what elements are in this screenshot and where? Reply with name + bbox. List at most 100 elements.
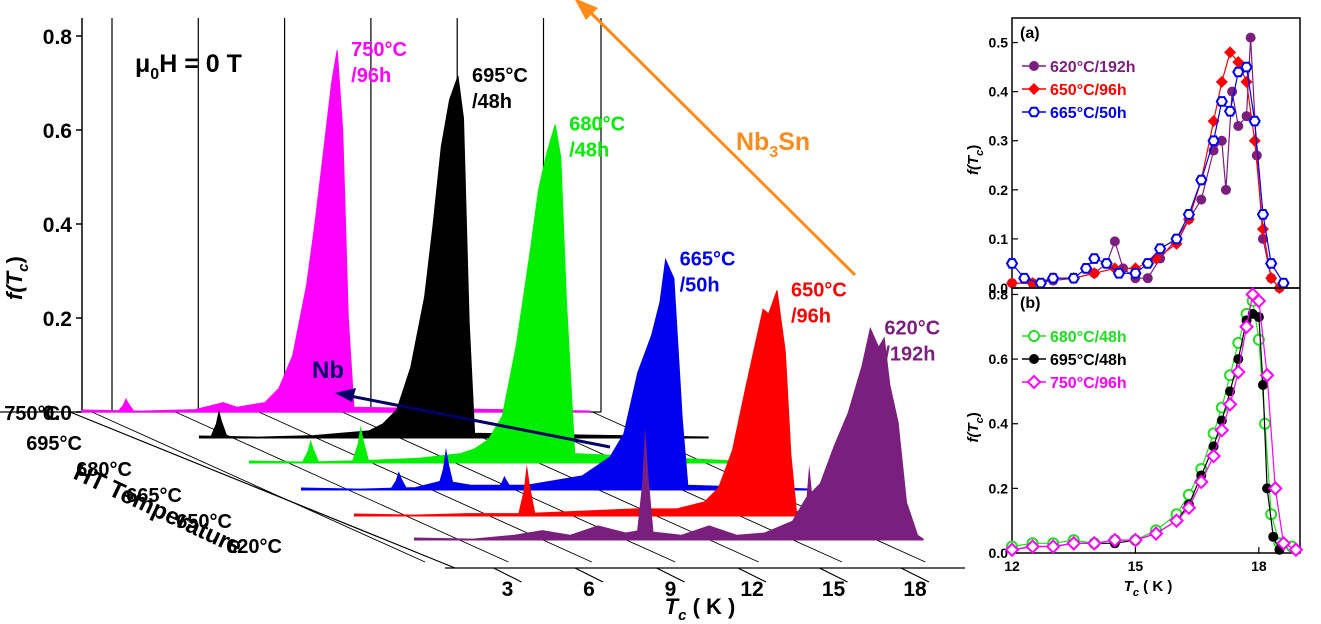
ribbon-620°C/192h (413, 326, 924, 541)
data-point (1195, 174, 1208, 186)
panel-letter: (a) (1020, 25, 1040, 42)
y-tick-label: 0.0 (43, 402, 72, 425)
data-point (1088, 267, 1101, 280)
y-tick-label: 0.6 (43, 120, 72, 143)
data-point (1233, 121, 1244, 131)
panel-letter: (b) (1020, 295, 1040, 312)
depth-axis-title: HT Temperature (69, 459, 246, 560)
series-label-temp: 650°C (791, 279, 847, 301)
data-point (1268, 531, 1279, 542)
data-point (1232, 56, 1245, 69)
data-point (1267, 480, 1283, 496)
legend-marker (1029, 354, 1039, 364)
x-tick (574, 567, 604, 583)
y-axis-title: f(Tc) (2, 256, 32, 300)
data-point (1288, 542, 1304, 558)
data-point (1230, 364, 1246, 380)
data-point (1112, 267, 1126, 279)
inset-panel-a: 0.0 0.1 0.2 0.3 0.4 0.5 f(Tc) (a) 620°C/192h 650°… (965, 17, 1301, 296)
series-label-time: /48h (569, 140, 609, 162)
ribbon-680°C/48h (248, 124, 759, 464)
series-label-time: /96h (351, 65, 391, 87)
nb-arrow-line (344, 393, 611, 449)
y-tick-label: 0.3 (989, 133, 1009, 149)
data-point (1150, 252, 1162, 265)
legend-marker (1028, 83, 1040, 95)
data-point (1251, 150, 1262, 161)
data-point (1215, 96, 1228, 107)
series-label-time: /50h (680, 275, 720, 297)
x-tick-label: 9 (665, 578, 677, 601)
x-tick (737, 567, 767, 583)
depth-tick-label: 650°C (176, 511, 232, 533)
y-tick-label: 0.2 (989, 182, 1009, 198)
legend-label: 650°C/96h (1050, 82, 1127, 99)
spike-750°C/96h (116, 397, 135, 412)
data-point (1222, 396, 1238, 412)
data-point (1227, 86, 1238, 97)
nb-arrow-head (335, 388, 356, 402)
data-point (1129, 267, 1142, 279)
field-annotation: μ0H = 0 T (135, 50, 242, 83)
x-axis-title: Tc ( K ) (1124, 578, 1173, 599)
data-point (1215, 75, 1228, 88)
data-point (1256, 223, 1269, 236)
data-point (1256, 209, 1270, 220)
data-point (1153, 243, 1167, 255)
data-point (1128, 532, 1143, 548)
series-label-time: /192h (884, 344, 935, 366)
y-tick-label: 0.6 (989, 351, 1009, 367)
depth-tick-label: 680°C (76, 459, 132, 481)
x-tick-label: 15 (822, 578, 846, 601)
depth-tick-label: 695°C (26, 433, 82, 455)
legend-marker (1028, 330, 1040, 342)
panel-frame (1011, 287, 1301, 554)
main-3d-chart: 0.0 0.2 0.4 0.6 0.8 f(Tc) μ0H = 0 T 3 6 9 12 15 18 Tc… (0, 0, 965, 624)
legend-marker (1029, 61, 1039, 71)
data-point (1148, 526, 1164, 542)
data-point (1245, 32, 1256, 43)
data-point (1253, 312, 1264, 323)
series-line (1011, 313, 1280, 551)
data-point (1086, 535, 1102, 551)
spike-620°C/192h (800, 464, 819, 540)
x-tick-label: 15 (1128, 558, 1144, 574)
data-point (1025, 539, 1040, 554)
depth-tick-label: 750°C (4, 403, 60, 425)
data-point (1196, 194, 1207, 205)
y-tick-label: 0.2 (43, 308, 72, 331)
legend-label: 695°C/48h (1050, 352, 1127, 369)
x-tick (656, 567, 685, 583)
data-point (1045, 539, 1061, 554)
data-point (1252, 333, 1265, 346)
data-point (1206, 448, 1222, 464)
data-point (1169, 513, 1184, 529)
data-point (1018, 272, 1031, 284)
series-line (1011, 293, 1297, 551)
x-tick-label: 12 (1004, 558, 1020, 574)
data-point (1046, 272, 1060, 284)
depth-tick-label: 620°C (226, 536, 282, 558)
y-tick-label: 0.5 (989, 35, 1009, 51)
x-tick-label: 6 (583, 578, 595, 601)
data-point (1241, 111, 1252, 122)
spike-665°C/50h (495, 475, 514, 490)
ribbon-665°C/50h (300, 257, 811, 491)
series-label-temp: 680°C (569, 114, 625, 136)
x-axis-title: Tc ( K ) (665, 594, 736, 624)
data-point (1006, 277, 1018, 290)
depth-axis-line (69, 411, 456, 569)
data-point (1100, 258, 1113, 269)
data-point (1088, 253, 1101, 264)
series-line (1011, 66, 1285, 284)
legend-marker (1027, 106, 1041, 118)
spike-665°C/50h (436, 447, 455, 490)
y-tick-label: 0.4 (43, 214, 73, 237)
data-point (1181, 500, 1197, 516)
x-tick-label: 18 (903, 578, 927, 601)
y-tick-label: 0.0 (989, 545, 1009, 561)
data-point (1207, 135, 1220, 147)
data-point (1079, 263, 1093, 274)
x-tick-label: 18 (1251, 558, 1267, 574)
